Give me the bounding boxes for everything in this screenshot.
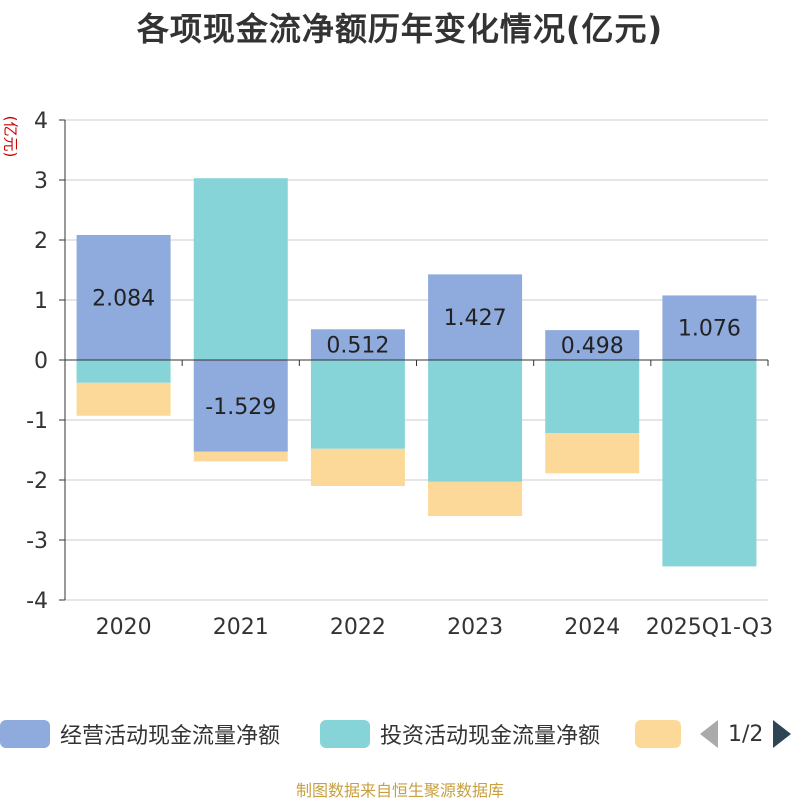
legend-swatch-operating: [0, 720, 50, 748]
legend: 经营活动现金流量净额 投资活动现金流量净额 1/2: [0, 716, 800, 752]
bar-investing[interactable]: [428, 360, 523, 482]
data-label: 1.427: [444, 306, 507, 331]
bar-financing[interactable]: [310, 448, 405, 486]
chart-area: 4 3 2 1 0 -1 -2 -3 -4 2.084 -1.529 0.512 1.427 0.498 1…: [26, 109, 773, 640]
prev-page-icon[interactable]: [700, 720, 718, 748]
legend-item-financing[interactable]: [635, 716, 691, 752]
bar-operating[interactable]: [76, 234, 171, 360]
legend-item-operating[interactable]: 经营活动现金流量净额: [0, 716, 280, 752]
bar-investing[interactable]: [76, 360, 171, 383]
bar-investing[interactable]: [310, 360, 405, 449]
y-tick-label: 4: [34, 109, 48, 134]
data-source-footer: 制图数据来自恒生聚源数据库: [295, 781, 504, 800]
bar-operating[interactable]: [193, 360, 288, 452]
x-tick-label: 2022: [330, 615, 386, 640]
bar-financing[interactable]: [428, 481, 523, 516]
y-tick-label: -2: [26, 469, 48, 494]
legend-pager: 1/2: [700, 716, 792, 752]
x-tick-label: 2023: [447, 615, 503, 640]
bar-operating[interactable]: [545, 330, 640, 360]
legend-swatch-investing: [320, 720, 370, 748]
bar-operating[interactable]: [428, 274, 523, 360]
data-label: -1.529: [205, 395, 276, 420]
data-label: 2.084: [92, 286, 155, 311]
legend-item-investing[interactable]: 投资活动现金流量净额: [320, 716, 600, 752]
data-label: 1.076: [678, 317, 741, 342]
data-label: 0.512: [326, 334, 389, 359]
y-tick-label: 2: [34, 229, 48, 254]
chart-title: 各项现金流净额历年变化情况(亿元): [136, 10, 664, 48]
next-page-icon[interactable]: [773, 720, 792, 748]
x-tick-label: 2024: [564, 615, 620, 640]
bar-investing[interactable]: [545, 360, 640, 434]
bar-investing[interactable]: [662, 360, 757, 567]
x-tick-label: 2021: [213, 615, 269, 640]
x-tick-label: 2025Q1-Q3: [646, 615, 773, 640]
bar-operating[interactable]: [310, 329, 405, 360]
bar-financing[interactable]: [545, 433, 640, 474]
legend-label-operating: 经营活动现金流量净额: [60, 724, 281, 749]
y-tick-label: -1: [26, 409, 48, 434]
y-tick-label: 3: [34, 169, 48, 194]
y-tick-label: 1: [34, 289, 48, 314]
bar-operating[interactable]: [662, 295, 757, 360]
legend-label-investing: 投资活动现金流量净额: [380, 724, 601, 749]
y-tick-label: -3: [26, 529, 48, 554]
bar-financing[interactable]: [76, 382, 171, 416]
legend-page-indicator: 1/2: [728, 721, 764, 747]
x-tick-label: 2020: [96, 615, 152, 640]
y-tick-label: 0: [34, 349, 48, 374]
y-tick-label: -4: [26, 589, 48, 614]
bar-financing[interactable]: [193, 451, 288, 462]
bar-investing[interactable]: [193, 178, 288, 360]
data-label: 0.498: [561, 334, 624, 359]
legend-swatch-financing: [635, 720, 681, 748]
